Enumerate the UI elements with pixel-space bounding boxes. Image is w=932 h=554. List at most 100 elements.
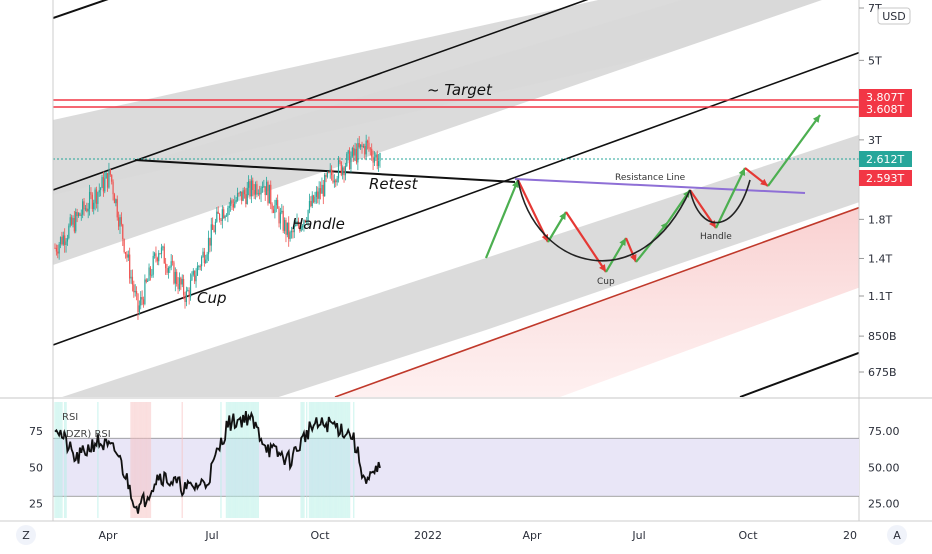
candle-body (98, 190, 100, 193)
rsi-overbought-shade (326, 402, 329, 518)
rsi-oversold-shade (142, 402, 145, 518)
candle-body (88, 191, 91, 209)
candle-body (271, 204, 273, 210)
rsi-oversold-shade (131, 402, 134, 518)
candle-body (59, 236, 62, 245)
projection-arrow-head (512, 180, 519, 188)
rsi-tick-left: 50 (29, 461, 43, 474)
candle-body (256, 184, 258, 195)
candle-body (192, 270, 194, 275)
price-axis[interactable] (859, 0, 932, 521)
candle-body (188, 290, 190, 298)
candle-body (260, 187, 262, 195)
candle-body (90, 191, 92, 195)
candle-body (274, 205, 276, 213)
candle-body (303, 220, 305, 227)
rsi-overbought-shade (325, 402, 327, 518)
candle-body (289, 232, 291, 239)
rsi-overbought-shade (301, 402, 304, 518)
candle-body (55, 247, 57, 252)
rsi-tick-right: 75.00 (868, 425, 900, 438)
time-axis[interactable] (0, 521, 932, 550)
candle-body (286, 222, 288, 235)
candle-body (350, 156, 352, 169)
candle-body (198, 266, 200, 268)
candle-body (206, 254, 208, 260)
candle-body (227, 207, 229, 216)
candle-body (272, 209, 275, 213)
candle-body (357, 143, 359, 163)
candle-body (321, 184, 323, 194)
projection-arrow-shaft (565, 211, 607, 273)
candle-body (313, 195, 315, 203)
projection-arrow-head (760, 178, 768, 186)
rsi-oversold-shade (134, 402, 136, 518)
candle-body (325, 174, 327, 177)
candle-body (178, 277, 181, 290)
candle-body (113, 194, 116, 204)
channel-line-4 (334, 206, 859, 397)
candle-body (304, 220, 306, 222)
time-tick-label: Jul (631, 529, 645, 542)
rsi-tick-right: 25.00 (868, 498, 900, 511)
candle-body (220, 219, 222, 221)
candle-body (112, 181, 114, 195)
candle-body (94, 189, 96, 203)
candle-body (213, 229, 215, 233)
candle-body (165, 263, 167, 269)
candle-body (339, 160, 341, 162)
candle-body (174, 271, 176, 284)
candle-body (324, 174, 326, 197)
currency-badge[interactable] (877, 7, 911, 25)
candle-body (296, 221, 298, 226)
candle-body (195, 275, 197, 282)
zoom-button[interactable] (16, 525, 36, 545)
price-badge (859, 151, 912, 167)
rsi-oversold-shade (141, 402, 143, 518)
candle-body (218, 213, 221, 220)
candle-body (257, 193, 259, 195)
rsi-overbought-shade (333, 402, 336, 518)
annotation-retest: Retest (369, 175, 419, 193)
candle-body (340, 161, 342, 175)
candle-body (285, 220, 287, 235)
candle-body (115, 199, 117, 204)
candle-body (368, 142, 370, 149)
rsi-overbought-shade (254, 402, 257, 518)
rsi-overbought-shade (339, 402, 341, 518)
candle-body (348, 150, 351, 169)
rsi-overbought-shade (242, 402, 244, 518)
candle-body (173, 262, 175, 284)
candle-body (72, 217, 74, 225)
candle-body (126, 253, 128, 258)
auto-scale-button[interactable] (887, 525, 907, 545)
price-tick-label: 675B (868, 366, 897, 379)
rsi-line (54, 410, 381, 514)
main-pane[interactable]: ~ Target Retest Handle Cup Resistance Li… (53, 0, 900, 470)
candle-body (360, 144, 362, 148)
candle-body (102, 177, 105, 192)
candle-body (199, 266, 201, 268)
rsi-overbought-shade (220, 402, 222, 518)
rsi-pane[interactable]: RSI (DZR) RSI (53, 402, 859, 518)
candle-body (160, 247, 163, 254)
candle-body (282, 210, 284, 231)
rsi-overbought-shade (332, 402, 334, 518)
candle-body (250, 180, 252, 197)
rsi-overbought-shade (241, 402, 243, 518)
candle-body (108, 169, 110, 188)
candle-body (361, 144, 363, 147)
rsi-overbought-shade (249, 402, 251, 518)
dzr-rsi-label: (DZR) RSI (62, 429, 111, 440)
rsi-overbought-shade (353, 402, 355, 518)
candle-body (176, 271, 178, 285)
candle-body (243, 190, 246, 195)
candle-body (234, 201, 236, 208)
candle-body (141, 297, 143, 300)
candle-body (123, 238, 125, 253)
price-badge-label: 3.807T (866, 91, 904, 104)
candle-body (265, 181, 268, 196)
candle-body (183, 279, 185, 295)
